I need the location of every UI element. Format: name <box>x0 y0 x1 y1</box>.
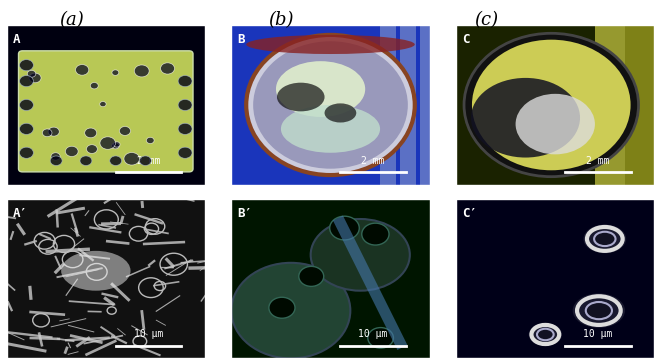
Circle shape <box>161 63 175 74</box>
Circle shape <box>368 328 393 348</box>
Circle shape <box>178 76 192 87</box>
Ellipse shape <box>586 302 612 319</box>
Circle shape <box>20 147 33 158</box>
Bar <box>420 25 436 185</box>
Circle shape <box>85 128 97 138</box>
Ellipse shape <box>246 35 414 54</box>
Circle shape <box>299 266 324 286</box>
Text: 10 μm: 10 μm <box>583 329 613 339</box>
Circle shape <box>75 64 89 75</box>
Ellipse shape <box>529 323 562 346</box>
Circle shape <box>91 83 98 89</box>
Circle shape <box>146 137 154 144</box>
Text: (c): (c) <box>474 11 498 29</box>
Circle shape <box>42 129 52 137</box>
Text: B′: B′ <box>237 207 253 220</box>
Ellipse shape <box>281 105 380 153</box>
Circle shape <box>120 126 130 135</box>
Text: 10 μm: 10 μm <box>134 329 163 339</box>
Ellipse shape <box>246 35 414 175</box>
Text: 2 mm: 2 mm <box>137 156 160 165</box>
Ellipse shape <box>594 232 615 246</box>
Circle shape <box>65 146 78 156</box>
Circle shape <box>178 100 192 110</box>
Circle shape <box>134 65 149 77</box>
Text: 10 μm: 10 μm <box>358 329 388 339</box>
Circle shape <box>112 70 119 75</box>
Circle shape <box>100 137 116 149</box>
Ellipse shape <box>311 219 410 291</box>
Text: 2 mm: 2 mm <box>586 156 609 165</box>
Circle shape <box>20 76 33 87</box>
Text: B: B <box>237 33 245 46</box>
Circle shape <box>139 156 151 165</box>
Circle shape <box>27 70 36 77</box>
Text: A: A <box>13 33 20 46</box>
Bar <box>625 25 654 185</box>
Bar <box>380 25 396 185</box>
Text: (a): (a) <box>59 11 84 29</box>
Text: 2 mm: 2 mm <box>362 156 385 165</box>
Circle shape <box>20 100 33 110</box>
Circle shape <box>178 123 192 134</box>
Circle shape <box>80 156 92 165</box>
Bar <box>400 25 416 185</box>
Ellipse shape <box>253 41 408 169</box>
Text: (b): (b) <box>268 11 293 29</box>
Ellipse shape <box>516 94 595 154</box>
Circle shape <box>20 123 33 134</box>
Circle shape <box>269 297 295 318</box>
Ellipse shape <box>231 263 350 358</box>
Text: C′: C′ <box>462 207 477 220</box>
Ellipse shape <box>277 83 325 111</box>
Text: A′: A′ <box>13 207 28 220</box>
FancyBboxPatch shape <box>19 51 193 172</box>
Circle shape <box>114 142 120 147</box>
Ellipse shape <box>584 224 626 253</box>
Ellipse shape <box>472 40 631 170</box>
Circle shape <box>100 101 106 107</box>
Ellipse shape <box>572 293 625 328</box>
Bar <box>595 25 625 185</box>
Circle shape <box>29 73 41 83</box>
Ellipse shape <box>471 78 580 157</box>
Text: C: C <box>462 33 469 46</box>
Circle shape <box>124 152 139 165</box>
Circle shape <box>362 223 389 245</box>
Circle shape <box>110 156 122 165</box>
Ellipse shape <box>537 329 554 340</box>
Circle shape <box>178 147 192 158</box>
Ellipse shape <box>276 61 365 117</box>
Circle shape <box>87 145 97 153</box>
Circle shape <box>330 216 360 240</box>
Ellipse shape <box>61 251 130 291</box>
Circle shape <box>112 143 119 149</box>
Circle shape <box>20 60 33 71</box>
Circle shape <box>48 127 59 136</box>
Ellipse shape <box>464 33 639 177</box>
Ellipse shape <box>325 104 356 122</box>
Circle shape <box>51 153 60 160</box>
Circle shape <box>50 156 62 165</box>
